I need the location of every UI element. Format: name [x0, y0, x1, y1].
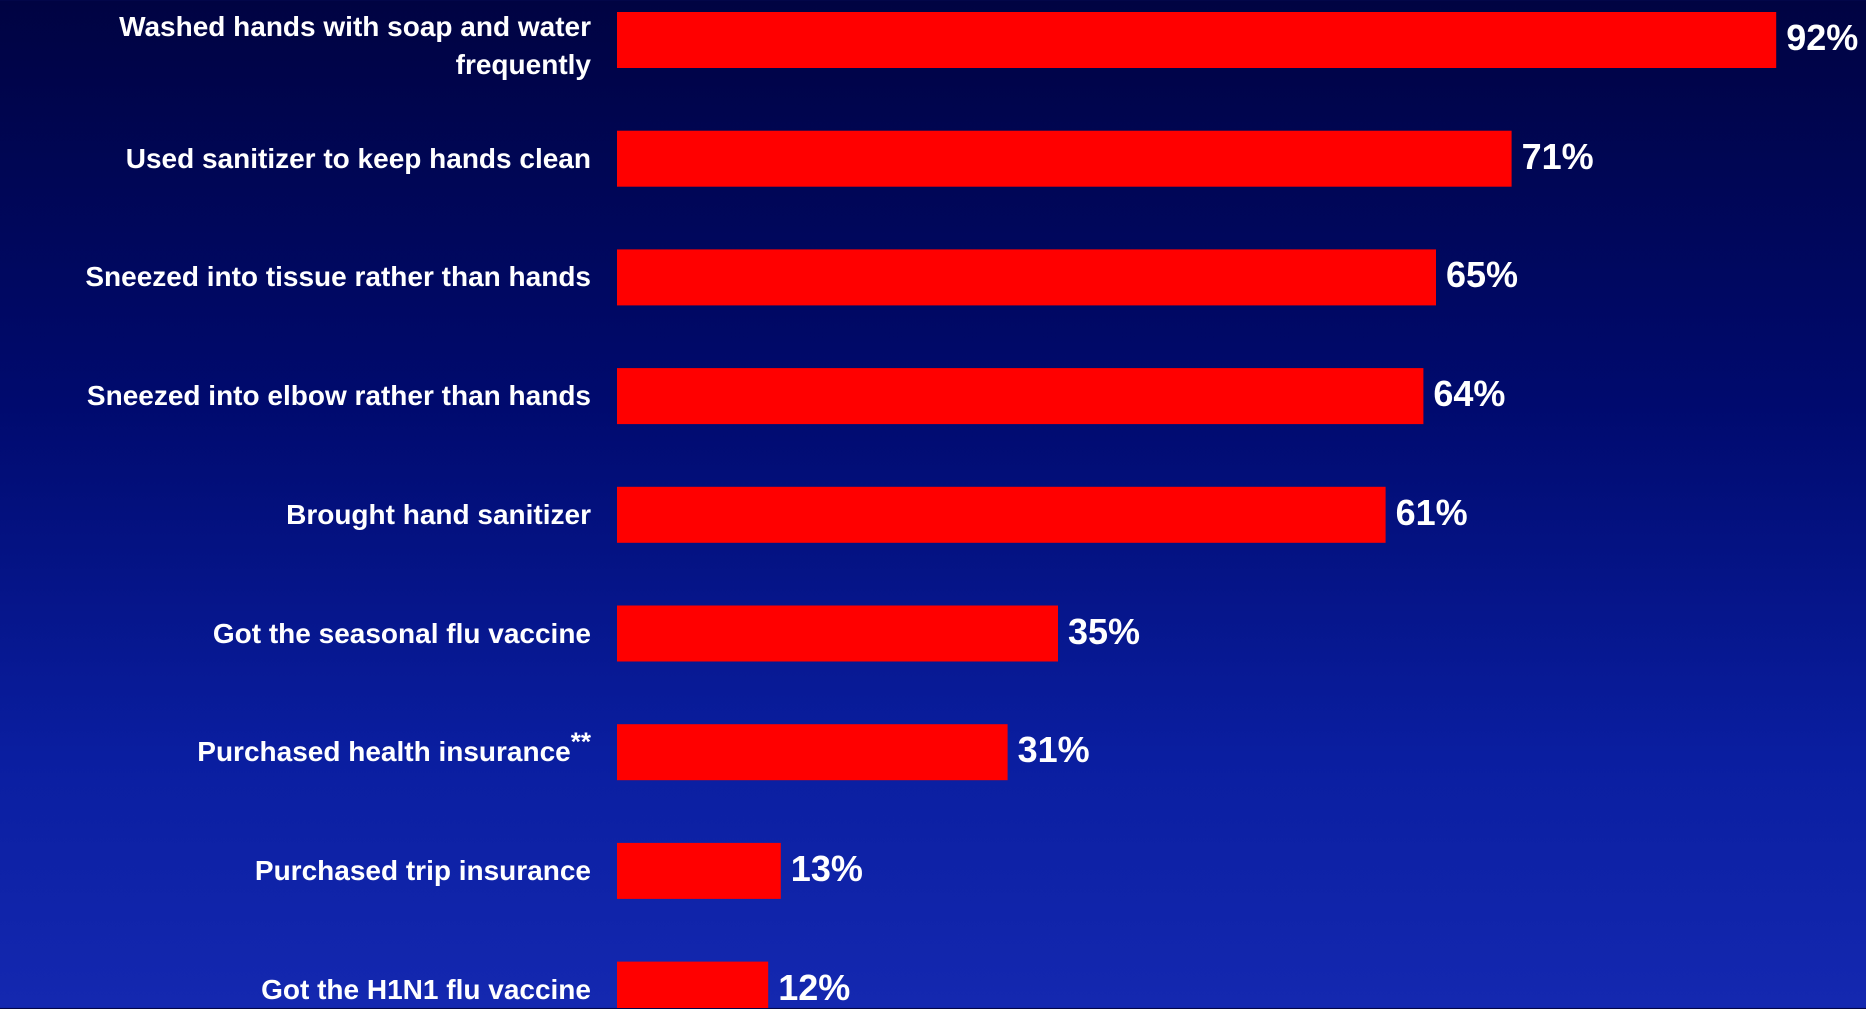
value-label-8: 12% [778, 966, 851, 1008]
bar-7 [617, 842, 781, 899]
bar-2 [617, 249, 1436, 306]
category-text-0: Washed hands with soap and water frequen… [119, 11, 591, 80]
category-label-4: Brought hand sanitizer [1, 496, 591, 534]
category-text-3: Sneezed into elbow rather than hands [86, 380, 591, 412]
category-text-6: Purchased health insurance [197, 736, 571, 768]
category-text-5: Got the seasonal flu vaccine [212, 617, 591, 649]
value-label-6: 31% [1017, 729, 1090, 771]
value-label-3: 64% [1433, 373, 1506, 415]
category-label-7: Purchased trip insurance [1, 852, 591, 890]
value-label-5: 35% [1068, 610, 1141, 652]
bar-4 [617, 486, 1386, 543]
category-label-5: Got the seasonal flu vaccine [1, 615, 591, 653]
bar-5 [617, 605, 1058, 662]
bar-3 [617, 368, 1424, 425]
category-text-4: Brought hand sanitizer [286, 498, 591, 530]
category-text-7: Purchased trip insurance [254, 854, 591, 886]
value-label-4: 61% [1395, 491, 1468, 533]
category-text-8: Got the H1N1 flu vaccine [261, 973, 591, 1005]
category-label-1: Used sanitizer to keep hands clean [1, 140, 591, 178]
value-label-1: 71% [1521, 135, 1594, 177]
bar-0 [617, 12, 1777, 68]
category-label-8: Got the H1N1 flu vaccine [1, 971, 591, 1009]
category-label-2: Sneezed into tissue rather than hands [1, 258, 591, 296]
category-label-0: Washed hands with soap and water frequen… [1, 8, 591, 84]
footnote-marker-6: ** [570, 726, 591, 757]
bar-8 [617, 961, 769, 1008]
value-label-7: 13% [790, 847, 863, 889]
bar-6 [617, 724, 1008, 781]
value-label-0: 92% [1786, 17, 1859, 58]
category-text-1: Used sanitizer to keep hands clean [125, 142, 591, 174]
bar-1 [617, 130, 1512, 187]
category-label-3: Sneezed into elbow rather than hands [1, 377, 591, 415]
category-label-6: Purchased health insurance** [1, 729, 591, 771]
category-text-2: Sneezed into tissue rather than hands [85, 261, 591, 293]
value-label-2: 65% [1446, 254, 1519, 296]
